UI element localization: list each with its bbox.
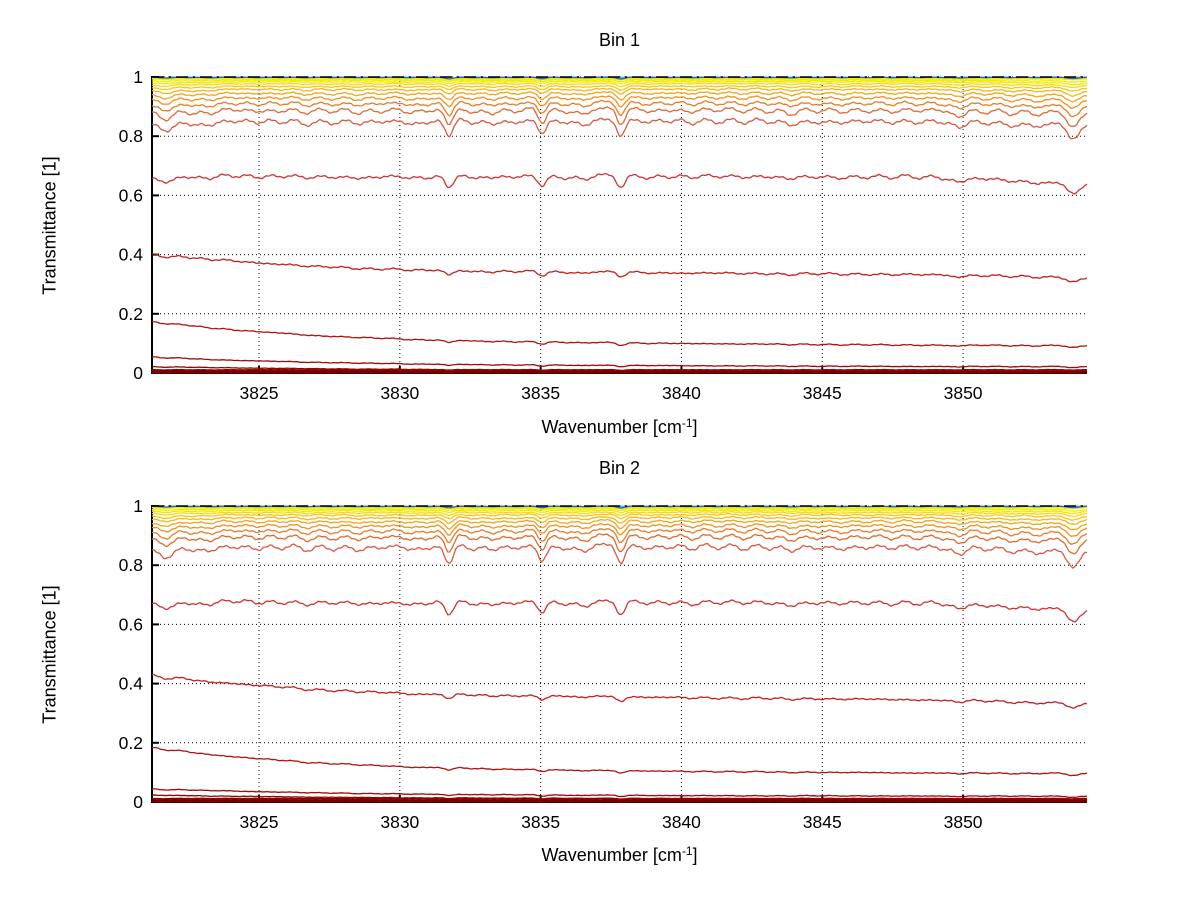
- spectrum-curve-layer-13: [151, 518, 1088, 531]
- y-tick-label: 0.8: [119, 126, 143, 146]
- spectrum-curve-layer-08: [151, 598, 1088, 623]
- y-tick-label: 0.4: [119, 674, 144, 694]
- spectrum-curve-layer-19: [151, 507, 1088, 510]
- x-tick-label: 3825: [240, 383, 279, 403]
- spectrum-curve-layer-15: [151, 513, 1088, 521]
- y-tick-label: 0.2: [119, 733, 143, 753]
- spectrum-curve-layer-17: [151, 509, 1088, 515]
- subplot2-ylabel-text: Transmittance [1]: [39, 584, 60, 724]
- spectrum-curve-layer-17: [151, 80, 1088, 86]
- y-tick-label: 0.2: [119, 304, 143, 324]
- spectrum-curve-layer-11: [151, 527, 1088, 545]
- spectrum-curve-layer-10: [151, 106, 1088, 127]
- x-tick-label: 3840: [662, 383, 701, 403]
- y-tick-label: 0: [133, 363, 143, 383]
- spectrum-curve-layer-13: [151, 90, 1088, 103]
- x-tick-label: 3835: [521, 812, 560, 832]
- subplot2-xlabel-sup: -1: [681, 844, 693, 858]
- spectrum-curve-layer-18: [151, 507, 1088, 512]
- spectrum-curve-layer-12: [151, 523, 1088, 537]
- spectrum-curve-layer-12: [151, 95, 1088, 110]
- subplot1-xlabel-close: ]: [692, 417, 698, 437]
- x-tick-label: 3825: [240, 812, 279, 832]
- spectrum-curve-layer-15: [151, 84, 1088, 92]
- spectrum-curve-layer-01: [151, 369, 1088, 374]
- y-tick-label: 0.6: [119, 185, 143, 205]
- y-tick-label: 1: [133, 496, 143, 516]
- spectrum-curve-layer-05: [151, 788, 1088, 798]
- x-tick-label: 3835: [521, 383, 560, 403]
- y-tick-label: 0: [133, 792, 143, 812]
- subplot2-xlabel-close: ]: [692, 845, 698, 865]
- subplot1-title: Bin 1: [598, 30, 641, 50]
- y-tick-label: 0.4: [119, 245, 144, 265]
- subplot1-ylabel-text: Transmittance [1]: [39, 155, 60, 295]
- subplot2-xlabel-main: Wavenumber [cm: [541, 845, 682, 865]
- x-tick-label: 3845: [803, 383, 842, 403]
- spectrum-curve-layer-01: [151, 798, 1088, 803]
- subplot1-ylabel: Transmittance [1]: [30, 77, 70, 373]
- x-tick-label: 3840: [662, 812, 701, 832]
- subplot1-xlabel: Wavenumber [cm-1]: [152, 416, 1087, 438]
- spectrum-curve-layer-05: [151, 356, 1088, 369]
- subplot2-xlabel: Wavenumber [cm-1]: [152, 844, 1087, 866]
- subplot2-title: Bin 2: [598, 458, 641, 478]
- spectrum-curve-layer-18: [151, 79, 1088, 83]
- spectrum-curve-layer-07: [151, 673, 1088, 709]
- x-tick-label: 3845: [803, 812, 842, 832]
- x-tick-label: 3850: [944, 812, 983, 832]
- spectrum-curve-layer-09: [151, 117, 1088, 140]
- y-tick-label: 1: [133, 67, 143, 87]
- spectrum-curve-layer-16: [151, 82, 1088, 89]
- y-tick-label: 0.8: [119, 555, 143, 575]
- x-tick-label: 3850: [944, 383, 983, 403]
- x-tick-label: 3830: [380, 812, 419, 832]
- spectrum-curve-layer-08: [151, 172, 1088, 195]
- spectrum-curve-layer-07: [151, 252, 1088, 283]
- spectrum-curve-layer-09: [151, 542, 1088, 569]
- subplot2-ylabel: Transmittance [1]: [30, 506, 70, 802]
- spectrum-curve-layer-10: [151, 533, 1088, 555]
- spectrum-curve-layer-19: [151, 78, 1088, 81]
- x-tick-label: 3830: [380, 383, 419, 403]
- spectrum-curve-layer-06: [151, 320, 1088, 349]
- subplot1-xlabel-sup: -1: [681, 416, 693, 430]
- spectrum-curve-layer-06: [151, 746, 1088, 777]
- spectrum-curve-layer-11: [151, 99, 1088, 118]
- spectrum-curve-layer-14: [151, 87, 1088, 97]
- spectrum-curve-layer-04: [151, 365, 1088, 372]
- spectrum-curve-layer-14: [151, 515, 1088, 525]
- spectrum-curve-layer-04: [151, 794, 1088, 801]
- spectrum-curve-layer-16: [151, 510, 1088, 518]
- y-tick-label: 0.6: [119, 614, 143, 634]
- subplot1-xlabel-main: Wavenumber [cm: [541, 417, 682, 437]
